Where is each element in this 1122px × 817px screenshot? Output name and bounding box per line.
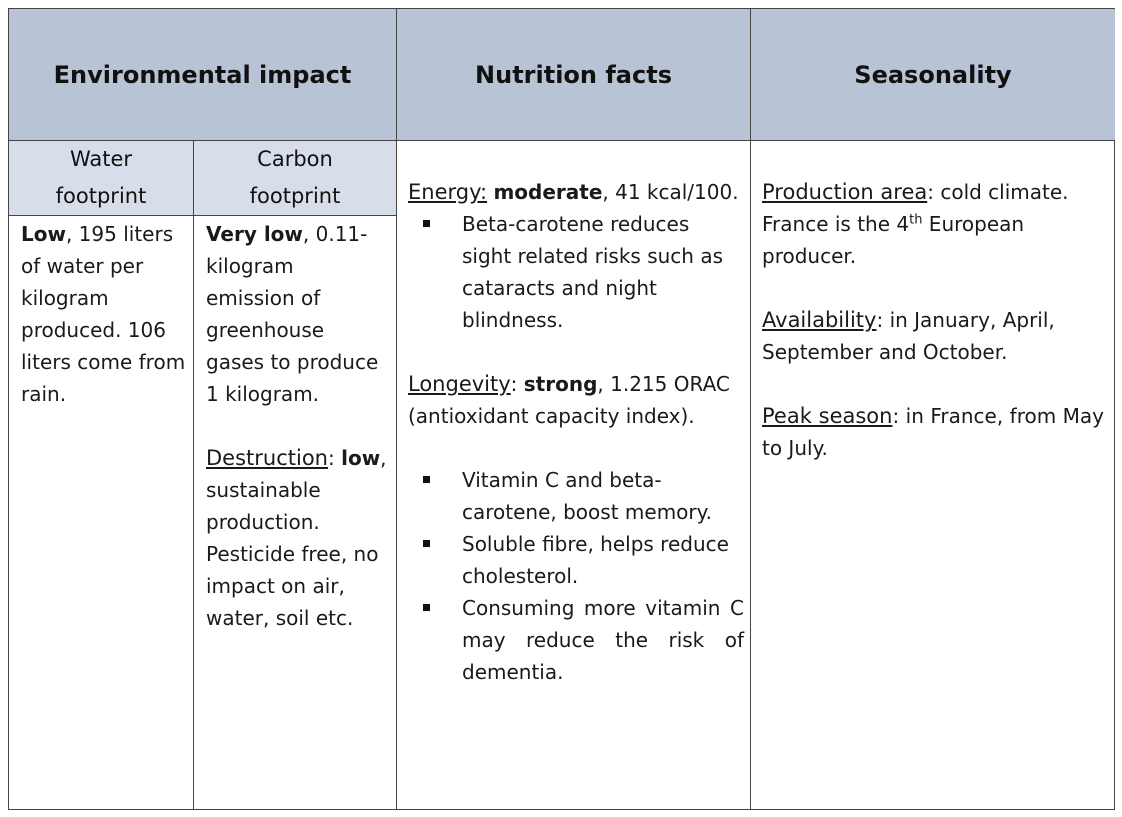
bullet-item: Vitamin C and beta-carotene, boost memor… — [408, 464, 744, 528]
production-block: Production area: cold climate. France is… — [762, 176, 1104, 272]
header-environmental-impact: Environmental impact — [9, 9, 396, 140]
destruction-block: Destruction: low, sustainable production… — [206, 442, 388, 634]
header-divider — [9, 140, 1114, 141]
header-seasonality: Seasonality — [751, 9, 1115, 140]
production-details: : cold climate. France is the 4 — [762, 180, 1069, 236]
availability-details: : in January, April, September and Octob… — [762, 308, 1055, 364]
energy-level: moderate — [493, 180, 603, 204]
seasonality-text: Production area: cold climate. France is… — [762, 176, 1104, 464]
longevity-level: strong — [523, 372, 598, 396]
column-divider — [396, 9, 397, 809]
water-details: , 195 liters of water per kilogram produ… — [21, 222, 186, 406]
destruction-details: , sustainable production. Pesticide free… — [206, 446, 387, 630]
carbon-level: Very low — [206, 222, 303, 246]
ordinal-suffix: th — [909, 212, 923, 228]
subheader-water-line1: Water — [69, 147, 133, 171]
subheader-divider — [9, 215, 396, 216]
availability-block: Availability: in January, April, Septemb… — [762, 304, 1104, 368]
header-environmental-label: Environmental impact — [53, 60, 352, 89]
water-footprint-text: Low, 195 liters of water per kilogram pr… — [21, 218, 189, 410]
longevity-bullets: Vitamin C and beta-carotene, boost memor… — [408, 464, 744, 688]
bullet-item: Soluble fibre, helps reduce cholesterol. — [408, 528, 744, 592]
destruction-colon: : — [327, 446, 335, 470]
water-level: Low — [21, 222, 66, 246]
info-table: Environmental impact Nutrition facts Sea… — [8, 8, 1115, 810]
energy-bullets: Beta-carotene reduces sight related risk… — [408, 208, 744, 336]
destruction-label: Destruction — [206, 446, 328, 470]
subheader-carbon-line2: footprint — [249, 184, 341, 208]
subheader-water-line2: footprint — [55, 184, 147, 208]
destruction-level: low — [341, 446, 381, 470]
energy-block: Energy: moderate, 41 kcal/100. — [408, 176, 744, 208]
header-nutrition-facts: Nutrition facts — [397, 9, 750, 140]
bullet-item: Beta-carotene reduces sight related risk… — [408, 208, 744, 336]
subheader-water-footprint: Water footprint — [9, 141, 193, 215]
peak-season-details: : in France, from May to July. — [762, 404, 1104, 460]
column-divider — [193, 141, 194, 809]
carbon-footprint-text: Very low, 0.11-kilogram emission of gree… — [206, 218, 388, 634]
peak-season-block: Peak season: in France, from May to July… — [762, 400, 1104, 464]
bullet-item: Consuming more vitamin C may reduce the … — [408, 592, 744, 688]
availability-label: Availability — [762, 308, 877, 332]
subheader-carbon-line1: Carbon — [257, 147, 333, 171]
longevity-label: Longevity — [408, 372, 511, 396]
nutrition-text: Energy: moderate, 41 kcal/100. Beta-caro… — [408, 176, 744, 688]
energy-details: , 41 kcal/100. — [602, 180, 739, 204]
longevity-details: , 1.215 ORAC (antioxidant capacity index… — [408, 372, 730, 428]
production-label: Production area — [762, 180, 928, 204]
peak-season-label: Peak season — [762, 404, 893, 428]
carbon-details: , 0.11-kilogram emission of greenhouse g… — [206, 222, 379, 406]
column-divider — [750, 9, 751, 809]
header-seasonality-label: Seasonality — [854, 60, 1012, 89]
header-nutrition-label: Nutrition facts — [475, 60, 672, 89]
subheader-carbon-footprint: Carbon footprint — [194, 141, 396, 215]
production-details-end: European producer. — [762, 212, 1025, 268]
energy-label: Energy: — [408, 180, 488, 204]
longevity-block: Longevity: strong, 1.215 ORAC (antioxida… — [408, 368, 744, 432]
longevity-colon: : — [510, 372, 518, 396]
